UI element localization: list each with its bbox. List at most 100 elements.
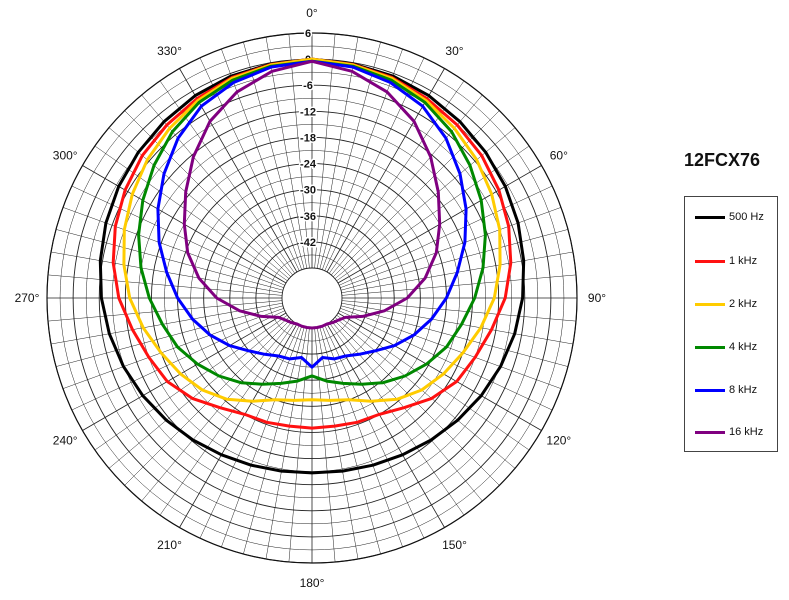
radial-tick-label: -12 (300, 106, 316, 118)
angle-tick-label: 90° (588, 291, 606, 305)
legend-swatch (695, 302, 725, 306)
series-line-1 (111, 57, 513, 430)
chart-title: 12FCX76 (684, 150, 761, 170)
grid-spoke (314, 33, 336, 269)
legend-label: 1 kHz (729, 255, 758, 267)
grid-spoke (265, 327, 308, 560)
grid-spoke (329, 322, 465, 516)
series-line-4 (156, 59, 468, 369)
grid-spoke (47, 300, 283, 322)
legend-item-2khz: 2 kHz (695, 296, 757, 312)
radial-tick-label: 6 (305, 28, 311, 40)
grid-spoke (243, 41, 305, 270)
grid-spoke (334, 317, 516, 469)
grid-spoke (326, 323, 445, 528)
series-layer (98, 57, 526, 475)
grid-spoke (199, 325, 300, 539)
grid-spoke (265, 36, 308, 269)
legend-item-500hz: 500 Hz (695, 209, 764, 225)
grid-spoke (339, 185, 553, 286)
angle-tick-label: 240° (53, 434, 78, 448)
radial-tick-label: -18 (300, 132, 316, 144)
angle-tick-label: 120° (546, 434, 571, 448)
grid-spoke (221, 48, 302, 270)
grid-spoke (71, 310, 285, 411)
grid-spoke (340, 229, 569, 291)
angle-tick-label: 0° (306, 6, 318, 20)
grid-spoke (319, 326, 381, 555)
grid-spoke (322, 326, 403, 548)
grid-spoke (337, 312, 542, 431)
angle-axis-labels: 0° 30° 60° 90° 120° 150° 180° 210° 240° 270° 300° 3… (15, 6, 607, 590)
series-line-3 (137, 59, 487, 386)
angle-tick-label: 210° (157, 538, 182, 552)
grid-spoke (62, 308, 284, 389)
legend-item-1khz: 1 kHz (695, 253, 757, 269)
legend-label: 16 kHz (729, 426, 764, 438)
angle-tick-label: 30° (445, 44, 463, 58)
grid-spoke (333, 110, 500, 277)
legend-label: 500 Hz (729, 211, 764, 223)
polar-chart: 60-6-12-18-24-30-36-42 0°30°60°90°120°15… (15, 6, 607, 590)
grid-spoke (179, 323, 298, 528)
grid-spoke (341, 274, 577, 296)
angle-tick-label: 180° (300, 576, 325, 590)
legend-item-16khz: 16 kHz (695, 424, 763, 440)
grid-spoke (324, 325, 425, 539)
grid-spoke (319, 41, 381, 270)
legend-swatch (695, 430, 725, 434)
grid-outer-circle (46, 32, 578, 564)
grid-spoke (340, 207, 562, 288)
radial-axis-labels: 60-6-12-18-24-30-36-42 (299, 27, 319, 251)
grid-spoke (314, 327, 336, 563)
radial-tick-label: -6 (303, 80, 313, 92)
grid-spoke (62, 207, 284, 288)
grid-spoke (71, 185, 285, 286)
grid-spoke (341, 300, 577, 322)
series-line-5 (182, 59, 442, 330)
angle-tick-label: 60° (550, 149, 568, 163)
grid-spoke (243, 326, 305, 555)
grid-spoke (288, 327, 310, 563)
grid-spoke (47, 274, 283, 296)
grid-spoke (124, 110, 291, 277)
grid-spoke (331, 320, 483, 502)
grid-spoke (50, 302, 283, 345)
legend-label: 4 kHz (729, 341, 758, 353)
grid-circle (281, 267, 343, 329)
legend-item-8khz: 8 kHz (695, 382, 757, 398)
legend-swatch (695, 388, 725, 392)
grid-spoke (108, 317, 290, 469)
angle-tick-label: 300° (53, 149, 78, 163)
legend-swatch (695, 345, 725, 349)
legend: 500 Hz 1 kHz 2 kHz 4 kHz 8 kHz 16 kHz (684, 196, 778, 452)
angle-tick-label: 330° (157, 44, 182, 58)
angle-tick-label: 270° (15, 291, 40, 305)
angle-tick-label: 150° (442, 538, 467, 552)
grid-spoke (221, 326, 302, 548)
grid-spoke (322, 48, 403, 270)
grid-spoke (55, 229, 284, 291)
legend-item-4khz: 4 kHz (695, 339, 757, 355)
radial-tick-label: -42 (300, 237, 316, 249)
grid-spoke (339, 310, 553, 411)
radial-tick-label: -36 (300, 211, 316, 223)
grid-spoke (159, 322, 295, 516)
grid-spoke (336, 145, 530, 281)
series-line-2 (122, 57, 502, 403)
grid-spoke (82, 312, 287, 431)
grid-spoke (288, 33, 310, 269)
legend-swatch (695, 259, 725, 263)
legend-label: 2 kHz (729, 298, 758, 310)
grid-spoke (141, 320, 293, 502)
series-line-0 (98, 57, 526, 475)
legend-label: 8 kHz (729, 384, 758, 396)
legend-swatch (695, 215, 725, 219)
radial-tick-label: -24 (300, 159, 317, 171)
grid-spoke (316, 36, 359, 269)
radial-tick-label: -30 (300, 185, 316, 197)
grid-spoke (341, 302, 574, 345)
grid-spoke (316, 327, 359, 560)
grid-spoke (340, 308, 562, 389)
grid-spoke (94, 145, 288, 281)
